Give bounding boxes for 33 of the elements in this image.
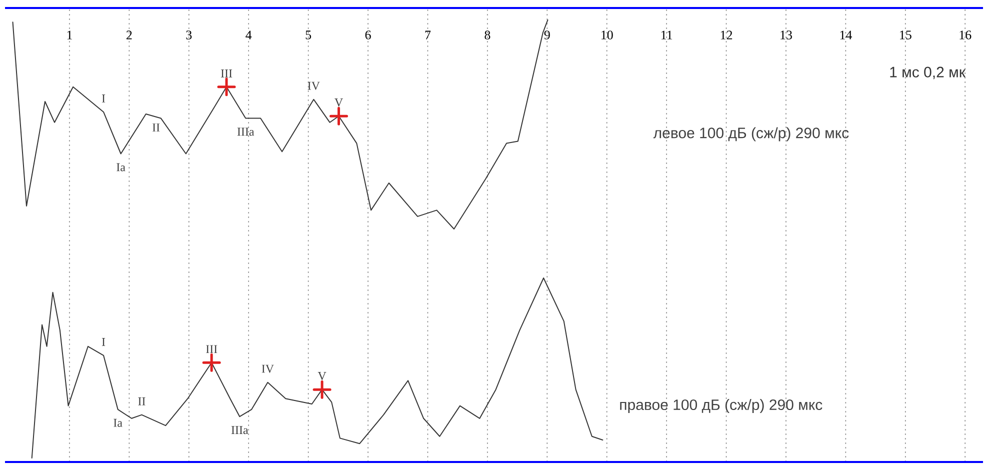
x-tick-label: 12 — [720, 30, 732, 40]
x-tick-label: 8 — [484, 30, 490, 40]
annotation: Ia — [114, 418, 122, 427]
text: правое 100 дБ (сж/р) 290 мкс — [620, 399, 822, 414]
annotation: IIIa — [231, 426, 248, 434]
x-tick-label: 1 — [67, 30, 72, 40]
annotation: I — [102, 94, 106, 102]
text: левое 100 дБ (сж/р) 290 мкс — [653, 127, 849, 142]
x-tick-label: 2 — [126, 30, 132, 40]
x-tick-label: 4 — [246, 30, 252, 40]
annotation: IV — [262, 364, 274, 373]
x-tick-label: 11 — [661, 30, 672, 40]
annotation: IIIa — [237, 128, 254, 136]
annotation: IV — [308, 82, 320, 90]
x-tick-label: 10 — [602, 30, 613, 40]
annotation: 1 мс 0,2 мк — [890, 66, 966, 80]
x-tick-label: 5 — [306, 30, 312, 40]
annotation: III — [206, 345, 218, 354]
x-tick-label: 3 — [186, 30, 192, 40]
x-tick-label: 13 — [780, 30, 792, 40]
annotation: I — [102, 338, 106, 346]
annotation: Ia — [116, 163, 126, 172]
annotation: III — [220, 70, 232, 78]
x-tick-label: 7 — [425, 30, 431, 40]
x-tick-label: 16 — [960, 30, 972, 40]
x-tick-label: 14 — [840, 30, 852, 40]
x-tick-label: 6 — [365, 30, 371, 40]
annotation: II — [152, 124, 160, 132]
annotation: V — [318, 372, 326, 380]
x-tick-label: 9 — [544, 30, 550, 40]
annotation: II — [138, 397, 146, 406]
x-tick-label: 15 — [900, 30, 912, 40]
annotation: V — [334, 98, 343, 107]
